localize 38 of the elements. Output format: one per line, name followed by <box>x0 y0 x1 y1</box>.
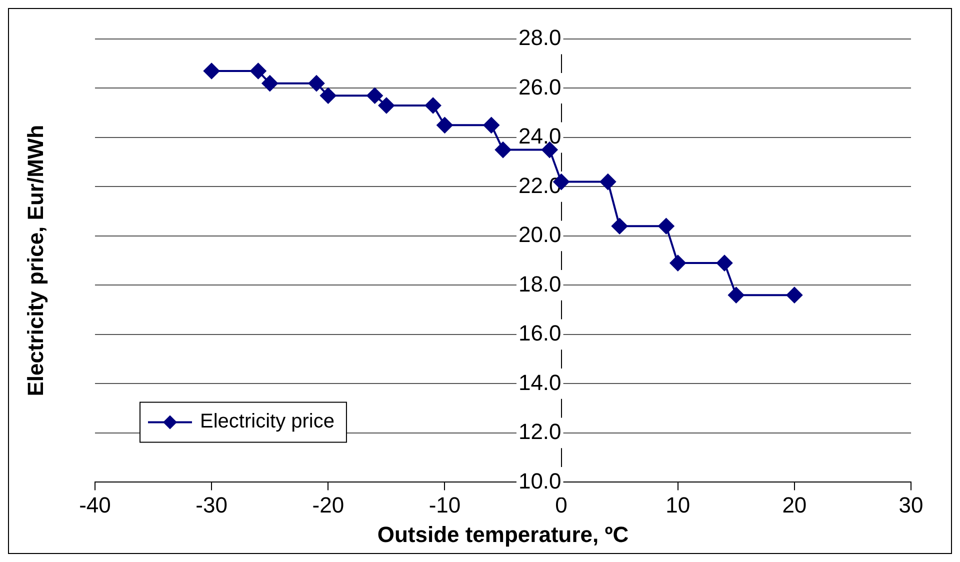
x-tick-label: -40 <box>79 492 111 518</box>
point <box>670 255 686 272</box>
point <box>786 287 802 304</box>
x-tick-label: 0 <box>555 492 568 518</box>
point <box>716 255 732 272</box>
point <box>366 88 383 104</box>
point <box>425 97 442 114</box>
y-tick-label: 14.0 <box>518 370 562 395</box>
x-tick-label: 30 <box>898 492 924 518</box>
y-axis-title: Electricity price, Eur/MWh <box>23 124 48 396</box>
point <box>308 75 324 92</box>
y-tick-label: 10.0 <box>518 468 562 494</box>
point <box>612 218 628 234</box>
x-tick-label: 20 <box>782 492 807 518</box>
point <box>436 117 453 134</box>
y-tick-label: 20.0 <box>518 222 562 248</box>
legend-label: Electricity price <box>200 410 334 433</box>
point <box>262 75 278 92</box>
y-tick-label: 24.0 <box>518 124 562 149</box>
point <box>378 97 394 114</box>
point <box>250 63 266 80</box>
x-tick-label: 10 <box>666 492 690 518</box>
y-tick-label: 18.0 <box>518 271 562 296</box>
point <box>483 117 500 134</box>
y-tick-label: 28.0 <box>518 25 562 50</box>
y-tick-label: 26.0 <box>518 74 562 100</box>
point <box>728 287 744 304</box>
point <box>600 174 616 190</box>
point <box>320 88 336 104</box>
y-tick-label: 16.0 <box>518 320 562 346</box>
point <box>204 63 220 80</box>
x-tick-label: -20 <box>312 492 344 518</box>
point <box>658 218 674 234</box>
point <box>495 142 511 158</box>
y-tick-label: 12.0 <box>518 419 562 444</box>
x-axis-title: Outside temperature, ºC <box>377 522 629 547</box>
x-tick-label: -10 <box>428 492 461 518</box>
x-tick-label: -30 <box>196 492 228 518</box>
